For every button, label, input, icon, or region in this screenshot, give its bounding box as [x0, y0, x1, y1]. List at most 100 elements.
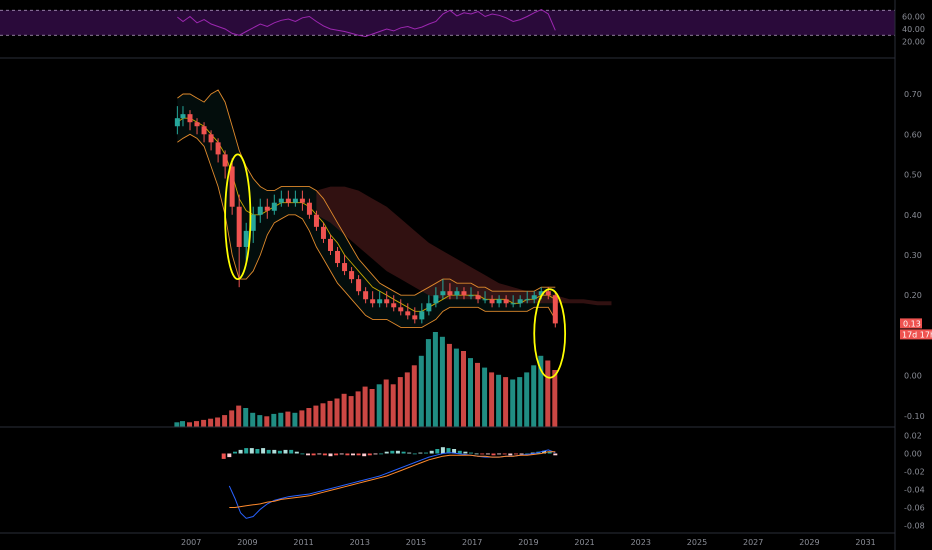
candle-body — [377, 299, 383, 304]
candle-body — [447, 291, 453, 296]
candle — [187, 110, 193, 131]
volume-bar — [292, 412, 298, 428]
candle — [278, 190, 284, 207]
candle-body — [222, 154, 228, 167]
candle — [342, 255, 348, 276]
candle-body — [320, 226, 326, 239]
candle-body — [524, 299, 530, 301]
time-axis-label: 2021 — [574, 538, 594, 547]
time-axis-label: 2029 — [799, 538, 819, 547]
candle-body — [335, 250, 341, 264]
candle-body — [517, 299, 523, 304]
candle — [524, 291, 530, 304]
macd-histogram-bar — [238, 449, 243, 454]
macd-panel[interactable]: 0.02 0.00 -0.02 -0.04 -0.06 -0.08 — [221, 432, 925, 531]
macd-histogram-bar — [317, 453, 322, 455]
volume-bar — [271, 413, 277, 427]
volume-bar — [404, 372, 410, 427]
countdown-label: 17d 17h — [902, 330, 932, 339]
candle — [229, 158, 235, 215]
candle-body — [370, 299, 376, 304]
highlight-ellipse — [224, 153, 252, 281]
candle — [271, 194, 277, 215]
macd-histogram-bar — [412, 453, 417, 455]
current-price-badge: 0.13 17d 17h — [900, 318, 932, 340]
candle — [363, 287, 369, 304]
time-axis-label: 2011 — [293, 538, 313, 547]
volume-bar — [264, 416, 270, 427]
macd-histogram-bar — [457, 450, 462, 454]
candle — [468, 287, 474, 300]
volume-bar — [524, 372, 530, 427]
candle — [377, 291, 383, 308]
candle-body — [328, 238, 333, 251]
macd-histogram-bar — [514, 453, 518, 455]
price-tick-label: 0.00 — [904, 372, 922, 381]
volume-bar — [278, 412, 284, 428]
macd-histogram-bar — [339, 453, 344, 455]
macd-histogram-bar — [351, 453, 355, 456]
candle-body — [215, 142, 221, 155]
price-tick-label: 0.40 — [904, 211, 922, 220]
candle — [285, 190, 291, 207]
volume-bar — [552, 370, 558, 427]
candle — [531, 291, 537, 304]
rsi-tick-label: 20.00 — [902, 38, 925, 47]
rsi-panel[interactable]: 60.00 40.00 20.00 — [0, 9, 925, 47]
volume-bar — [489, 372, 495, 427]
candle-body — [257, 206, 263, 215]
candle — [461, 287, 467, 300]
candle-body — [405, 311, 411, 316]
candle-body — [243, 230, 249, 247]
rsi-tick-label: 40.00 — [902, 25, 925, 34]
candle-body — [208, 134, 214, 143]
candle — [510, 295, 516, 308]
volume-bar — [432, 332, 438, 427]
volume-bar — [180, 421, 185, 427]
volume-bar — [475, 362, 480, 427]
price-tick-label: -0.10 — [904, 412, 925, 421]
macd-histogram-bar — [272, 449, 277, 454]
volume-bar — [257, 415, 263, 427]
price-panel[interactable]: 0.700.600.500.400.300.200.100.00-0.10 0.… — [174, 89, 932, 428]
macd-histogram-bar — [547, 451, 552, 454]
volume-bar — [313, 405, 319, 427]
candle-body — [306, 202, 312, 215]
volume-bar — [201, 419, 207, 427]
volume-bar — [446, 343, 452, 427]
volume-bar — [510, 379, 516, 427]
time-axis-label: 2031 — [855, 538, 875, 547]
candle — [384, 291, 390, 308]
macd-histogram-bar — [261, 448, 266, 454]
candle-body — [363, 291, 369, 300]
candle — [356, 275, 362, 296]
current-price-label: 0.13 — [903, 319, 921, 328]
highlight-ellipses — [224, 153, 567, 379]
macd-histogram-bar — [277, 450, 282, 454]
volume-bar — [376, 384, 382, 428]
volume-bar — [538, 355, 544, 428]
macd-tick-label: -0.08 — [904, 522, 925, 531]
macd-histogram-bar — [345, 453, 350, 456]
price-tick-label: 0.60 — [904, 130, 922, 139]
candle-body — [468, 295, 474, 297]
candle-body — [349, 271, 355, 280]
macd-histogram-bar — [429, 450, 434, 454]
candle-body — [426, 303, 432, 312]
time-axis: 2007 2009 2011 2013 2015 2017 2019 2021 2023 2025… — [181, 538, 876, 547]
macd-histogram-bar — [367, 453, 372, 456]
volume-bar — [208, 418, 214, 427]
candle-body — [503, 299, 509, 304]
macd-histogram-bar — [491, 453, 496, 456]
macd-histogram-bar — [390, 450, 395, 454]
candle — [503, 295, 509, 308]
candle — [201, 122, 207, 143]
macd-histogram-bar — [356, 453, 361, 456]
volume-bar — [411, 365, 417, 428]
candle — [335, 246, 341, 268]
candle-body — [285, 198, 291, 203]
ichimoku-cloud — [316, 186, 612, 306]
candle-body — [475, 295, 481, 300]
macd-histogram-bar — [227, 453, 232, 458]
